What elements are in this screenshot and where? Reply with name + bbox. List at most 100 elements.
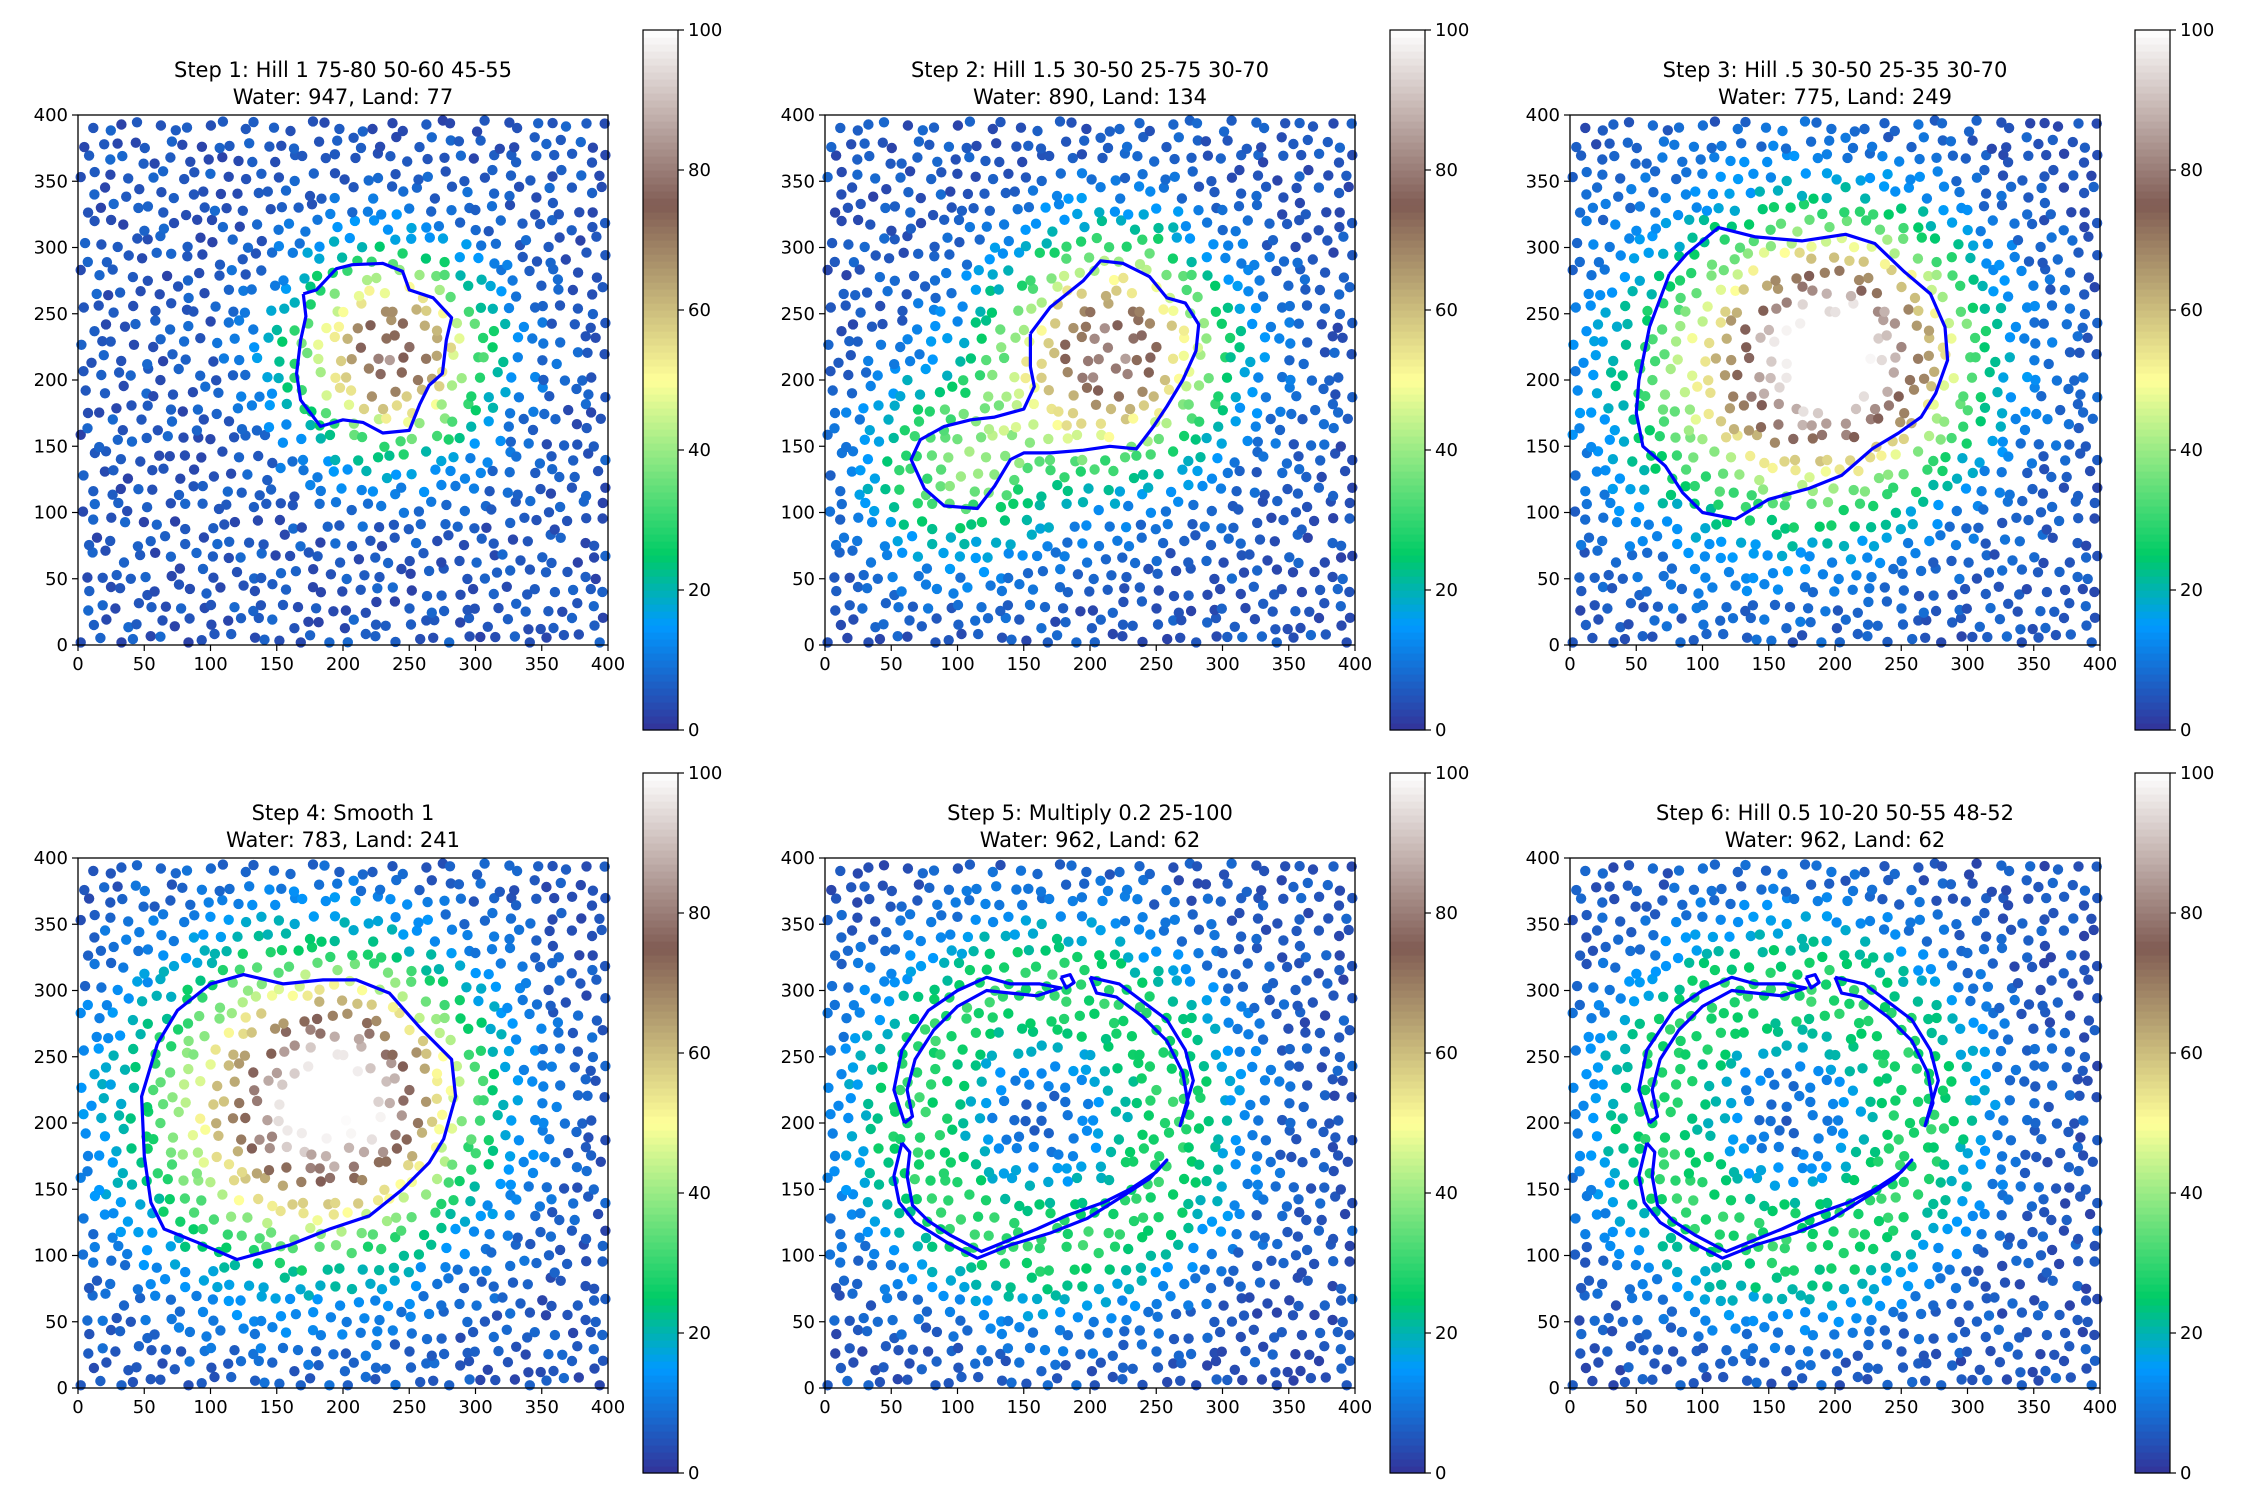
cell-point [1192, 291, 1203, 303]
cell-point [1014, 579, 1025, 590]
colorbar-band [643, 72, 678, 80]
cell-point [1890, 507, 1902, 518]
cell-point [265, 1227, 277, 1238]
cell-point [1304, 606, 1315, 617]
cell-point [1014, 614, 1025, 625]
cell-point [232, 931, 243, 942]
cell-point [920, 579, 932, 590]
cell-point [1234, 402, 1246, 413]
cell-point [283, 218, 295, 229]
cell-point [141, 502, 153, 513]
cell-point [1062, 537, 1073, 548]
cell-point [1276, 1327, 1288, 1338]
cell-point [560, 864, 572, 875]
colorbar-band [643, 37, 678, 45]
cell-point [217, 964, 229, 976]
cell-point [1642, 305, 1653, 317]
cell-point [541, 881, 552, 893]
cell-point [502, 1357, 514, 1368]
cell-point [1798, 199, 1810, 210]
cell-point [566, 182, 578, 193]
cell-point [959, 1281, 970, 1293]
cell-point [1812, 152, 1824, 164]
cell-point [433, 221, 445, 232]
cell-point [1238, 567, 1250, 578]
y-tick-label: 350 [34, 914, 68, 935]
cell-point [541, 1182, 552, 1193]
cell-point [488, 1331, 499, 1343]
cell-point [547, 1207, 558, 1218]
cell-point [208, 1266, 219, 1277]
colorbar-band [2135, 317, 2170, 325]
cell-point [504, 1210, 515, 1221]
cell-point [246, 284, 257, 295]
cell-point [419, 1063, 430, 1074]
cell-point [248, 1348, 259, 1360]
cell-point [397, 991, 408, 1002]
cell-point [1337, 1316, 1348, 1328]
cell-point [1798, 406, 1809, 417]
colorbar-band [643, 962, 678, 970]
cell-point [1967, 467, 1979, 479]
cell-point [1136, 330, 1147, 341]
cell-point [1294, 171, 1305, 182]
cell-point [1695, 154, 1706, 165]
cell-point [869, 1248, 880, 1260]
cell-point [127, 271, 139, 283]
cell-point [398, 352, 409, 363]
cell-point [1186, 152, 1197, 163]
cell-point [1736, 138, 1747, 149]
cell-point [1741, 632, 1753, 643]
cell-point [976, 1345, 987, 1356]
cell-point [127, 1376, 139, 1388]
cell-point [1728, 391, 1739, 402]
cell-point [462, 186, 473, 198]
cell-point [381, 413, 392, 424]
cell-point [217, 895, 228, 906]
cell-point [119, 517, 131, 528]
cell-point [879, 541, 891, 552]
cell-point [1606, 583, 1618, 594]
cell-point [1328, 513, 1339, 524]
cell-point [880, 484, 891, 495]
cell-point [339, 623, 351, 634]
cell-point [870, 173, 881, 184]
cell-point [1817, 208, 1828, 220]
cell-point [1691, 288, 1702, 299]
cell-point [372, 1195, 384, 1206]
cell-point [78, 1109, 89, 1120]
cell-point [1780, 523, 1791, 534]
cell-point [126, 1179, 138, 1190]
cell-point [583, 389, 594, 400]
colorbar-band [643, 1270, 678, 1278]
cell-point [1890, 352, 1901, 363]
colorbar-band [643, 163, 678, 171]
cell-point [1272, 175, 1283, 186]
cell-point [1779, 456, 1790, 467]
cell-point [897, 1290, 908, 1302]
cell-point [289, 623, 300, 634]
cell-point [1170, 565, 1182, 577]
colorbar-tick-label: 0 [688, 720, 699, 741]
cell-point [1580, 619, 1592, 631]
cell-point [263, 1075, 274, 1086]
cell-point [339, 917, 350, 928]
cell-point [571, 1162, 583, 1173]
cell-point [1930, 605, 1942, 617]
cell-point [1880, 519, 1892, 530]
cell-point [981, 354, 992, 366]
cell-point [214, 1013, 225, 1024]
colorbar-band [2135, 191, 2170, 199]
cell-point [987, 123, 998, 135]
cell-point [1240, 1345, 1251, 1357]
x-tick-label: 400 [1338, 654, 1372, 675]
cell-point [390, 169, 401, 180]
cell-point [1187, 1262, 1198, 1273]
cell-point [174, 563, 186, 574]
cell-point [1944, 521, 1955, 532]
colorbar-band [1390, 65, 1425, 73]
cell-point [413, 917, 424, 928]
cell-point [1623, 117, 1635, 128]
cell-point [1244, 1292, 1255, 1303]
cell-point [1287, 1310, 1299, 1321]
